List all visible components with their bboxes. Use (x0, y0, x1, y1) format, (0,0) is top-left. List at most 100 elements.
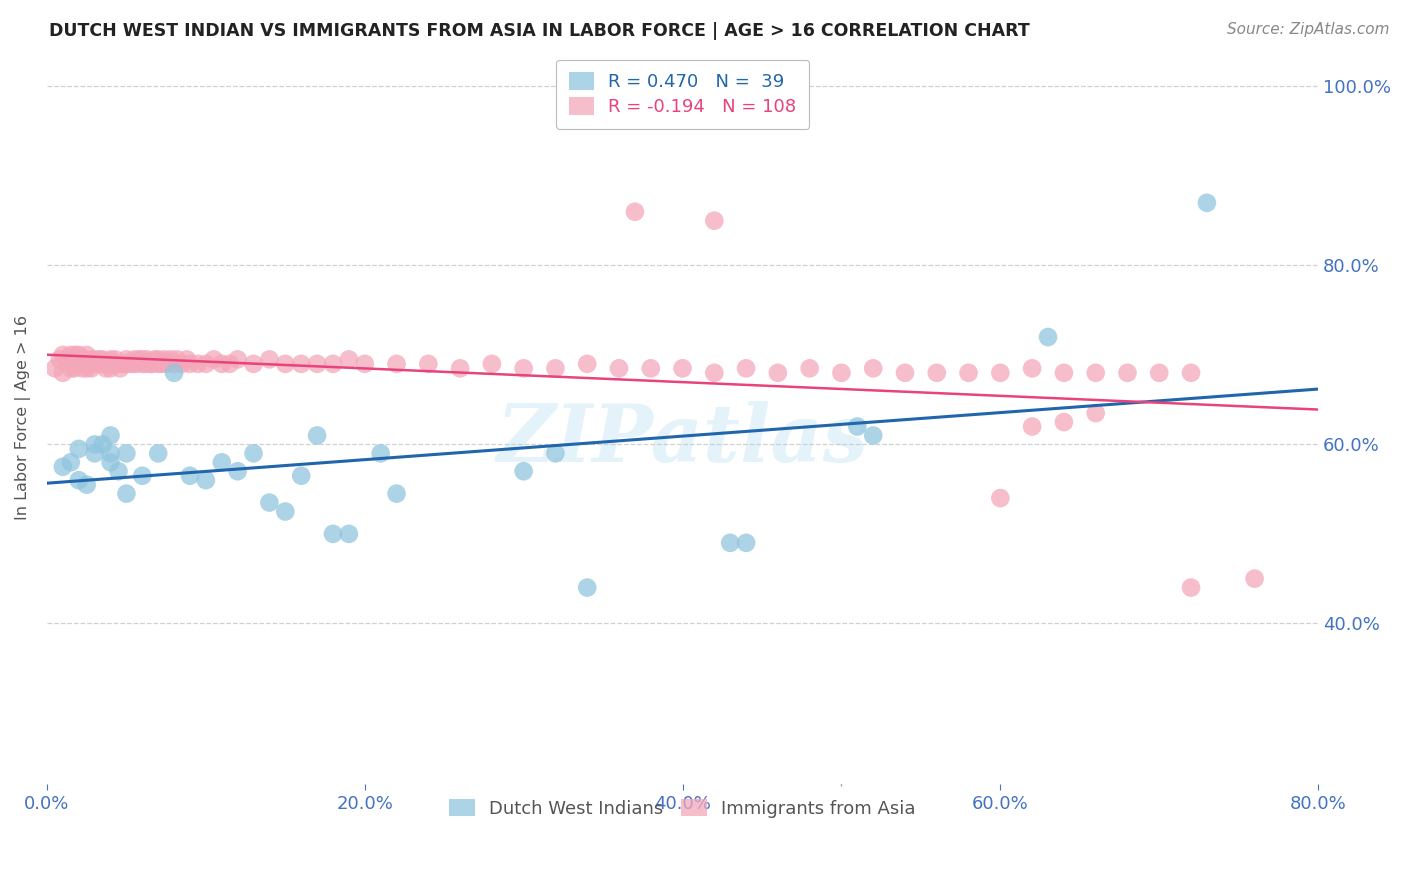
Point (1180, 581, 1202, 595)
Point (1084, 366, 1107, 380)
Point (59, 361, 82, 376)
Point (141, 357, 163, 371)
Point (170, 357, 193, 371)
Point (83, 352, 105, 367)
Point (226, 352, 249, 367)
Point (52, 348, 75, 362)
Point (48, 352, 70, 367)
Point (576, 357, 599, 371)
Point (187, 357, 209, 371)
Point (83, 446, 105, 460)
Point (290, 468, 312, 483)
Point (988, 366, 1011, 380)
Point (862, 428, 884, 442)
Point (259, 495, 281, 509)
Point (242, 357, 264, 371)
Point (139, 357, 162, 371)
Point (125, 357, 148, 371)
Point (353, 357, 375, 371)
Point (67, 348, 90, 362)
Point (148, 352, 170, 367)
Point (124, 352, 146, 367)
Point (1116, 366, 1139, 380)
Y-axis label: In Labor Force | Age > 16: In Labor Force | Age > 16 (15, 315, 31, 520)
Point (148, 357, 170, 371)
Point (322, 527, 344, 541)
Point (67, 442, 90, 456)
Point (846, 419, 869, 434)
Point (274, 504, 297, 518)
Point (337, 352, 360, 367)
Text: Source: ZipAtlas.com: Source: ZipAtlas.com (1226, 22, 1389, 37)
Point (481, 357, 503, 371)
Point (1147, 366, 1170, 380)
Point (307, 428, 329, 442)
Text: ZIPatlas: ZIPatlas (496, 401, 869, 478)
Point (735, 536, 758, 550)
Point (115, 446, 138, 460)
Point (290, 357, 312, 371)
Point (153, 352, 176, 367)
Point (150, 357, 173, 371)
Point (163, 357, 186, 371)
Point (1021, 419, 1043, 434)
Point (894, 366, 917, 380)
Point (143, 352, 166, 367)
Point (179, 357, 201, 371)
Point (226, 464, 249, 478)
Point (121, 357, 143, 371)
Point (703, 366, 725, 380)
Point (59, 348, 82, 362)
Point (166, 352, 188, 367)
Point (176, 352, 198, 367)
Point (76, 361, 98, 376)
Point (1053, 366, 1076, 380)
Point (544, 446, 567, 460)
Point (799, 361, 821, 376)
Point (735, 361, 758, 376)
Point (259, 352, 281, 367)
Point (76, 477, 98, 491)
Point (640, 361, 662, 376)
Point (112, 357, 135, 371)
Point (418, 357, 440, 371)
Point (957, 366, 980, 380)
Point (766, 366, 789, 380)
Point (385, 486, 408, 500)
Point (128, 352, 150, 367)
Point (52, 366, 75, 380)
Point (75, 352, 97, 367)
Point (671, 361, 693, 376)
Point (91, 352, 114, 367)
Point (624, 204, 647, 219)
Point (830, 366, 852, 380)
Point (70, 361, 93, 376)
Point (100, 428, 122, 442)
Point (67, 357, 90, 371)
Point (202, 352, 225, 367)
Point (115, 486, 138, 500)
Point (703, 213, 725, 227)
Point (55, 352, 77, 367)
Point (108, 361, 131, 376)
Point (52, 459, 75, 474)
Point (148, 446, 170, 460)
Point (1036, 330, 1059, 344)
Point (79, 357, 101, 371)
Point (988, 491, 1011, 505)
Point (449, 361, 471, 376)
Point (118, 357, 141, 371)
Point (163, 366, 186, 380)
Text: DUTCH WEST INDIAN VS IMMIGRANTS FROM ASIA IN LABOR FORCE | AGE > 16 CORRELATION : DUTCH WEST INDIAN VS IMMIGRANTS FROM ASI… (49, 22, 1031, 40)
Point (1021, 361, 1043, 376)
Point (925, 366, 948, 380)
Point (83, 437, 105, 451)
Point (1195, 195, 1218, 210)
Point (544, 361, 567, 376)
Point (87, 357, 110, 371)
Point (100, 455, 122, 469)
Point (322, 357, 344, 371)
Point (160, 352, 183, 367)
Point (179, 468, 201, 483)
Point (107, 357, 129, 371)
